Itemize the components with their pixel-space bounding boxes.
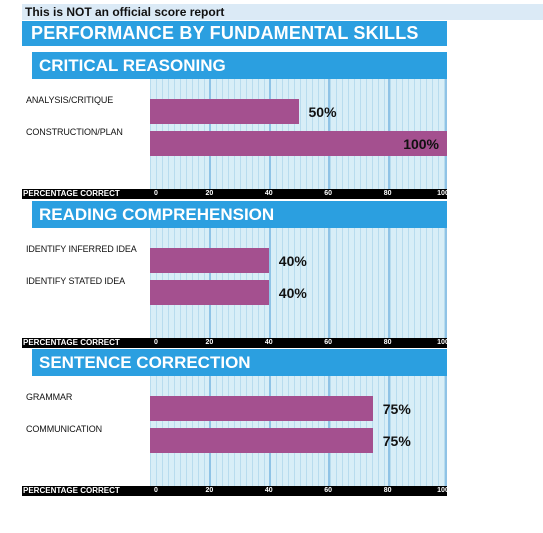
category-label: IDENTIFY INFERRED IDEA: [26, 244, 137, 254]
bar: [150, 428, 373, 453]
x-tick-label: 60: [324, 339, 333, 346]
plot-area: 75% 75%: [150, 376, 447, 486]
section-title: SENTENCE CORRECTION: [32, 349, 447, 376]
x-axis-title: PERCENTAGE CORRECT: [23, 486, 120, 495]
x-tick-label: 80: [383, 339, 392, 346]
x-tick-label: 0: [154, 339, 158, 346]
x-axis: PERCENTAGE CORRECT 0 20 40 60 80 100: [22, 486, 449, 496]
value-label: 50%: [308, 104, 337, 120]
bar: [150, 99, 299, 124]
x-tick-label: 20: [205, 339, 214, 346]
x-tick-label: 60: [324, 487, 333, 494]
x-tick-label: 40: [264, 339, 273, 346]
chart-critical-reasoning: CRITICAL REASONING 50% 100% ANALYSIS/CRITIQ…: [22, 52, 449, 199]
chart-reading-comprehension: READING COMPREHENSION 40% 40% IDENTIFY INFE…: [22, 201, 449, 348]
bar: [150, 248, 269, 273]
category-label: GRAMMAR: [26, 392, 73, 402]
x-tick-label: 100: [437, 487, 449, 494]
x-axis: PERCENTAGE CORRECT 0 20 40 60 80 100: [22, 189, 449, 199]
gridline: [328, 228, 331, 338]
disclaimer-banner: This is NOT an official score report: [22, 4, 543, 20]
category-label: ANALYSIS/CRITIQUE: [26, 95, 114, 105]
x-axis-title: PERCENTAGE CORRECT: [23, 338, 120, 347]
x-tick-label: 100: [437, 339, 449, 346]
x-tick-label: 20: [205, 487, 214, 494]
value-label: 40%: [278, 285, 307, 301]
gridline: [268, 228, 271, 338]
plot-area: 40% 40%: [150, 228, 447, 338]
bar: [150, 280, 269, 305]
x-tick-label: 0: [154, 487, 158, 494]
chart-sentence-correction: SENTENCE CORRECTION 75% 75% GRAMMAR COMMUNIC…: [22, 349, 449, 496]
value-label: 75%: [382, 433, 411, 449]
bar: [150, 131, 447, 156]
gridline: [387, 376, 390, 486]
x-tick-label: 80: [383, 190, 392, 197]
gridline: [445, 228, 447, 338]
bar: [150, 396, 373, 421]
section-title: READING COMPREHENSION: [32, 201, 447, 228]
x-tick-label: 40: [264, 190, 273, 197]
category-label: IDENTIFY STATED IDEA: [26, 276, 126, 286]
category-label: COMMUNICATION: [26, 424, 103, 434]
value-label: 75%: [382, 401, 411, 417]
x-tick-label: 0: [154, 190, 158, 197]
x-tick-label: 20: [205, 190, 214, 197]
category-label: CONSTRUCTION/PLAN: [26, 127, 123, 137]
page-title: PERFORMANCE BY FUNDAMENTAL SKILLS: [22, 21, 447, 46]
section-title: CRITICAL REASONING: [32, 52, 447, 79]
gridline: [387, 228, 390, 338]
x-tick-label: 80: [383, 487, 392, 494]
x-tick-label: 60: [324, 190, 333, 197]
plot-area: 50% 100%: [150, 79, 447, 189]
x-axis-title: PERCENTAGE CORRECT: [23, 189, 120, 198]
value-label: 40%: [278, 253, 307, 269]
gridline: [445, 376, 447, 486]
x-tick-label: 40: [264, 487, 273, 494]
value-label: 100%: [403, 136, 439, 152]
x-axis: PERCENTAGE CORRECT 0 20 40 60 80 100: [22, 338, 449, 348]
x-tick-label: 100: [437, 190, 449, 197]
